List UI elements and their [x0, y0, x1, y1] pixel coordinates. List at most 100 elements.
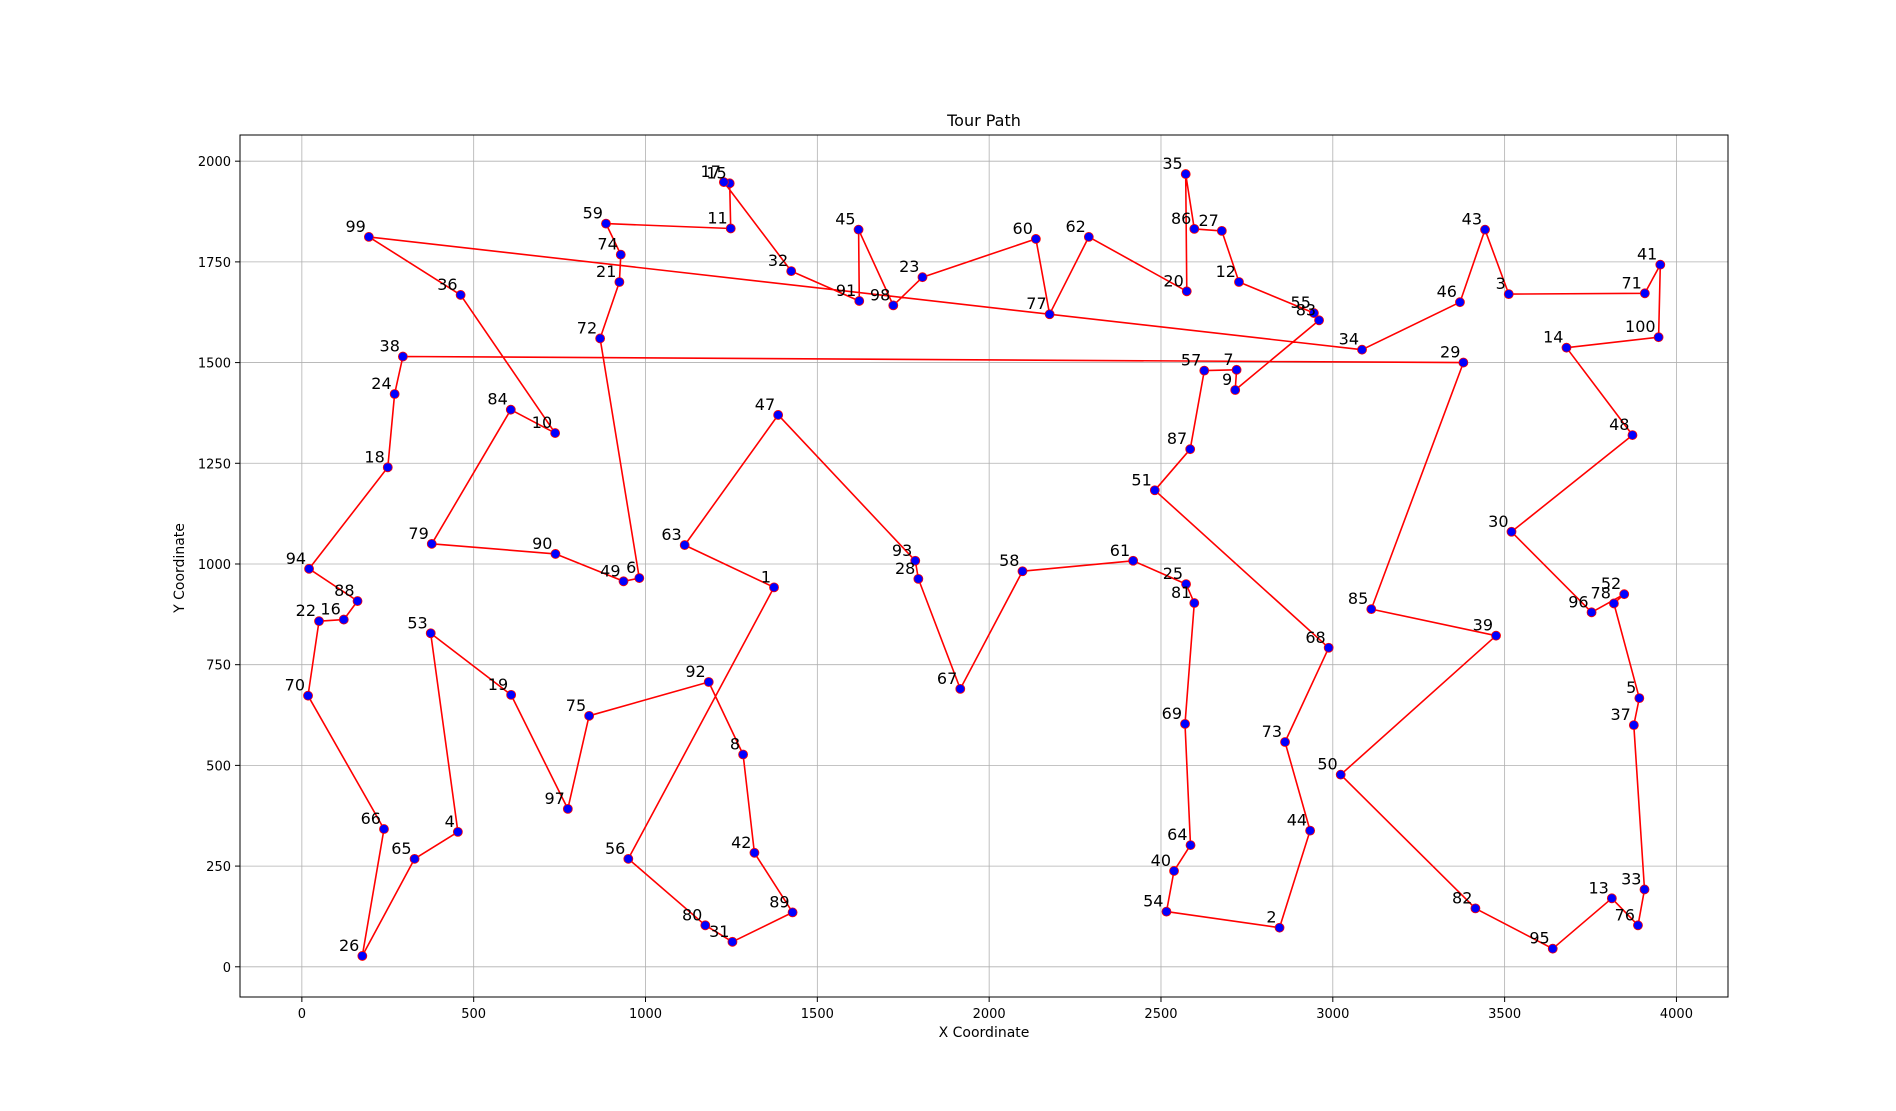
node-point	[853, 224, 864, 235]
node-label: 46	[1437, 282, 1457, 301]
node-label: 12	[1216, 262, 1236, 281]
node-point	[703, 677, 714, 687]
node-label: 8	[730, 735, 740, 754]
node-point	[917, 272, 928, 283]
node-point	[1491, 630, 1501, 641]
node-point	[1128, 555, 1139, 566]
node-point	[363, 232, 374, 242]
node-point	[1189, 223, 1200, 234]
node-label: 82	[1452, 888, 1472, 907]
node-point	[1180, 169, 1191, 179]
node-label: 19	[488, 675, 508, 694]
x-tick-label: 3500	[1488, 1007, 1521, 1022]
node-point	[550, 549, 561, 559]
node-label: 64	[1167, 825, 1187, 844]
node-point	[1161, 906, 1172, 917]
node-point	[1639, 288, 1650, 299]
node-label: 43	[1462, 210, 1482, 229]
node-label: 52	[1601, 574, 1621, 593]
node-point	[1185, 840, 1196, 851]
node-point	[1619, 589, 1630, 600]
node-point	[1274, 922, 1285, 933]
x-tick-label: 2500	[1144, 1007, 1177, 1022]
node-label: 50	[1317, 755, 1337, 774]
node-point	[352, 596, 363, 606]
y-tick-label: 0	[223, 961, 231, 976]
node-label: 38	[380, 337, 400, 356]
node-point	[1149, 485, 1160, 496]
node-label: 36	[437, 275, 457, 294]
node-point	[1231, 364, 1242, 375]
grid-lines	[240, 135, 1728, 997]
node-point	[1180, 718, 1190, 729]
node-point	[1480, 224, 1490, 235]
node-label: 48	[1609, 415, 1629, 434]
node-point	[1185, 444, 1196, 455]
axes: 0 500 1000 1500 2000 2500 3000 3500 400002505007…	[198, 134, 1729, 1022]
y-tick-label: 1750	[198, 256, 231, 271]
node-point	[888, 300, 899, 311]
node-label: 15	[706, 163, 726, 182]
node-label: 7	[1223, 350, 1233, 369]
node-point	[1216, 225, 1227, 236]
node-label: 77	[1026, 294, 1046, 313]
node-label: 25	[1163, 564, 1183, 583]
y-tick-label: 500	[206, 759, 231, 774]
node-label: 6	[626, 558, 636, 577]
node-point	[409, 853, 420, 864]
node-point	[1458, 357, 1469, 368]
node-point	[1181, 579, 1191, 590]
node-label: 28	[895, 559, 915, 578]
node-label: 98	[870, 285, 890, 304]
node-label: 90	[532, 534, 552, 553]
node-label: 5	[1626, 678, 1636, 697]
node-point	[1314, 315, 1324, 326]
node-point	[614, 277, 625, 287]
node-point	[634, 573, 645, 583]
node-label: 69	[1162, 704, 1182, 723]
node-label: 45	[835, 210, 855, 229]
node-label: 96	[1568, 592, 1588, 611]
node-label: 13	[1588, 878, 1608, 897]
node-point	[1030, 234, 1041, 244]
y-tick-label: 250	[206, 860, 231, 875]
plot-frame	[239, 134, 1729, 998]
node-point	[1470, 903, 1481, 914]
node-label: 17	[700, 162, 720, 181]
node-point	[1633, 920, 1643, 931]
node-label: 10	[532, 413, 552, 432]
node-point	[357, 951, 368, 961]
node-label: 44	[1287, 811, 1307, 830]
node-point	[773, 410, 784, 420]
node-label: 97	[544, 789, 564, 808]
node-label: 68	[1305, 628, 1325, 647]
node-label: 62	[1065, 217, 1085, 236]
node-point	[425, 628, 436, 639]
node-label: 30	[1488, 512, 1508, 531]
node-point	[700, 920, 711, 931]
node-label: 72	[577, 318, 597, 337]
y-tick-label: 1000	[198, 558, 231, 573]
node-label: 34	[1339, 330, 1359, 349]
node-label: 74	[597, 235, 617, 254]
x-tick-label: 1000	[629, 1007, 662, 1022]
node-label: 94	[286, 549, 306, 568]
node-point	[550, 428, 561, 438]
node-label: 58	[999, 551, 1019, 570]
node-label: 89	[769, 892, 789, 911]
node-point	[1234, 277, 1244, 287]
node-label: 86	[1171, 209, 1191, 228]
node-point	[1309, 308, 1319, 318]
node-label: 49	[600, 561, 620, 580]
node-label: 14	[1543, 328, 1563, 347]
node-point	[303, 690, 313, 701]
node-point	[1366, 604, 1377, 614]
node-point	[314, 616, 324, 627]
node-point	[1305, 825, 1316, 836]
node-point	[1017, 566, 1028, 577]
node-label: 95	[1529, 929, 1549, 948]
node-point	[304, 563, 314, 574]
x-tick-label: 2000	[973, 1007, 1006, 1022]
x-tick-label: 3000	[1316, 1007, 1349, 1022]
